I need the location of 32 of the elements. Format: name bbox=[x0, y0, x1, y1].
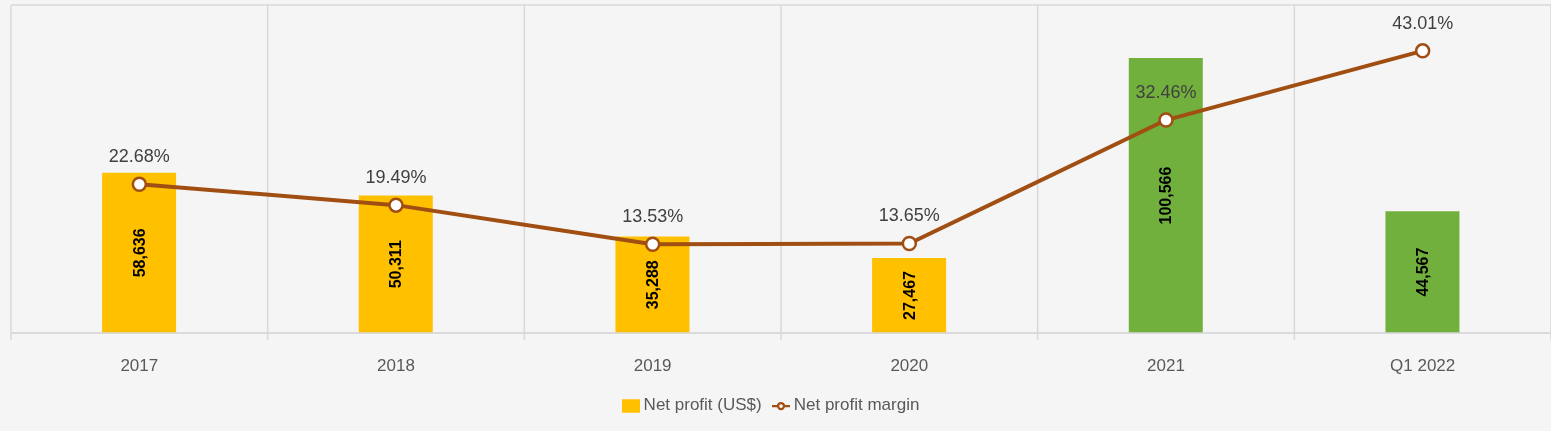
point bbox=[1158, 112, 1174, 128]
data-label: 19.49% bbox=[365, 167, 427, 188]
x-tick-label: 2017 bbox=[120, 356, 159, 375]
point bbox=[644, 236, 661, 252]
bar bbox=[358, 195, 433, 333]
point bbox=[388, 197, 404, 213]
point bbox=[1414, 43, 1431, 59]
data-label: 43.01% bbox=[1392, 12, 1454, 33]
point bbox=[131, 176, 148, 192]
point bbox=[901, 235, 918, 252]
bar bbox=[872, 257, 947, 333]
data-label: 100,566 bbox=[1157, 166, 1175, 225]
data-label: 35,288 bbox=[643, 260, 661, 310]
data-label: 50,311 bbox=[387, 240, 405, 289]
data-label: 13.65% bbox=[878, 205, 940, 226]
bar bbox=[615, 236, 690, 333]
x-tick-label: 2021 bbox=[1147, 356, 1185, 375]
data-label: 58,636 bbox=[130, 228, 148, 278]
bar bbox=[102, 172, 177, 333]
bar bbox=[1385, 211, 1460, 333]
legend-label: Net profit (US$) bbox=[643, 395, 762, 414]
data-label: 13.53% bbox=[622, 206, 684, 227]
x-tick-label: 2018 bbox=[377, 356, 415, 375]
x-tick-label: Q1 2022 bbox=[1390, 356, 1456, 375]
data-label: 32.46% bbox=[1135, 82, 1197, 103]
x-tick-label: 2020 bbox=[890, 356, 929, 375]
bar bbox=[1128, 58, 1203, 333]
data-label: 44,567 bbox=[1413, 247, 1431, 297]
legend-label: Net profit margin bbox=[793, 395, 920, 414]
x-tick-label: 2019 bbox=[633, 356, 672, 375]
data-label: 22.68% bbox=[108, 146, 170, 167]
data-label: 27,467 bbox=[900, 270, 918, 320]
